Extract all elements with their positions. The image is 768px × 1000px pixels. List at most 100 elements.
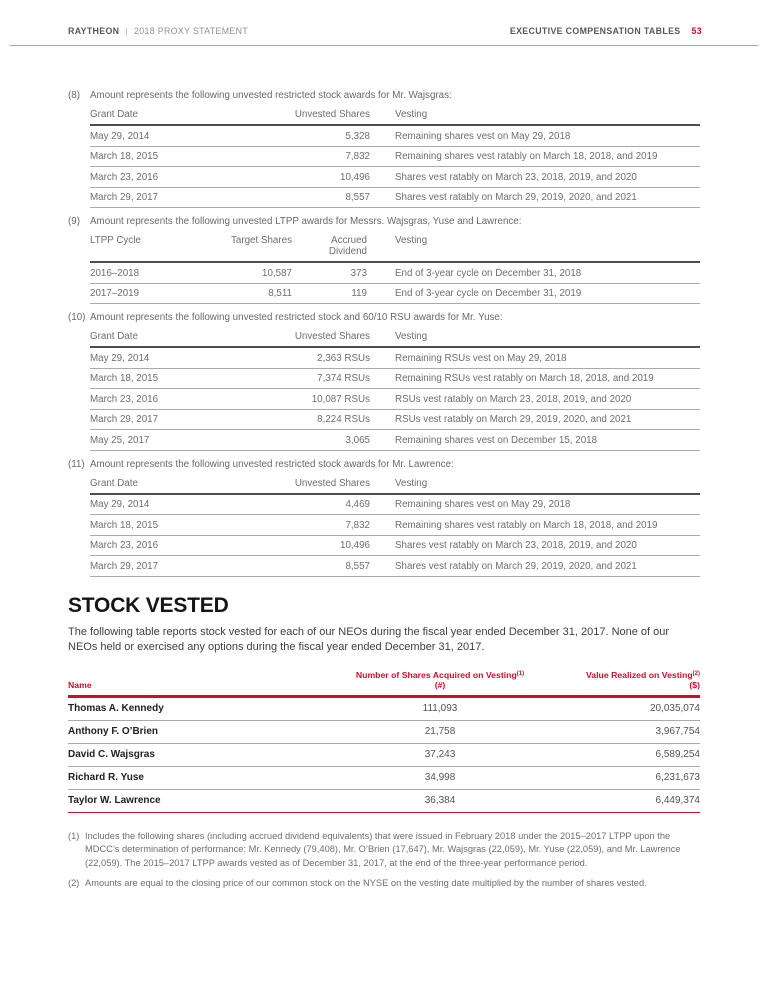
shares-acquired-value: 111,093 (422, 703, 458, 714)
table-cell: 3,065 (345, 434, 370, 446)
footnote-number: (2) (68, 878, 80, 888)
header-right: EXECUTIVE COMPENSATION TABLES 53 (510, 26, 702, 36)
section-intro: The following table reports stock vested… (68, 625, 670, 653)
table-row: 2016–2018 10,587 373 End of 3-year cycle on… (90, 263, 700, 284)
footnote-table: Grant Date Unvested Shares Vesting May 29, … (90, 107, 700, 208)
table-row: Richard R. Yuse 34,998 6,231,673 (68, 767, 700, 790)
table-row: May 25, 2017 3,065 Remaining shares vest o… (90, 430, 700, 451)
table-cell: March 18, 2015 (90, 373, 159, 384)
table-cell: March 18, 2015 (90, 151, 159, 162)
col-header-value-unit: ($) (689, 680, 700, 690)
table-cell: Remaining shares vest on May 29, 2018 (395, 499, 571, 510)
brand-name: RAYTHEON (68, 26, 120, 36)
table-row: March 18, 2015 7,374 RSUs Remaining RSUs v… (90, 369, 700, 389)
stock-vested-table-header: Name Number of Shares Acquired on Vestin… (68, 669, 700, 698)
footnote-section: (10) Amount represents the following unve… (68, 312, 700, 451)
table-cell: 8,511 (268, 288, 292, 299)
table-cell: May 29, 2014 (90, 499, 150, 510)
table-row: Anthony F. O’Brien 21,758 3,967,754 (68, 721, 700, 744)
table-row: March 18, 2015 7,832 Remaining shares vest… (90, 515, 700, 536)
footnote-tables-block: (8) Amount represents the following unves… (68, 90, 700, 577)
header-rule (10, 45, 758, 46)
column-header: Unvested Shares (294, 331, 370, 342)
table-cell: May 29, 2014 (90, 352, 150, 364)
footnote-text: Includes the following shares (including… (85, 830, 681, 868)
footnote: (1) Includes the following shares (includ… (68, 830, 700, 871)
table-cell: March 29, 2017 (90, 560, 159, 572)
table-cell: 10,496 (340, 171, 370, 183)
table-cell: Remaining shares vest on May 29, 2018 (395, 130, 571, 142)
table-row: Taylor W. Lawrence 36,384 6,449,374 (68, 790, 700, 813)
table-cell: May 29, 2014 (90, 130, 150, 142)
page-number: 53 (691, 26, 702, 36)
footnote-number: (1) (68, 830, 80, 841)
table-cell: Shares vest ratably on March 29, 2019, 2… (395, 560, 637, 572)
table-cell: 2016–2018 (90, 267, 140, 279)
stock-vested-table: Name Number of Shares Acquired on Vestin… (68, 669, 700, 813)
column-header: Vesting (395, 235, 428, 246)
table-row: March 23, 2016 10,496 Shares vest ratably … (90, 167, 700, 188)
table-cell: March 23, 2016 (90, 171, 159, 183)
footnote-table: Grant Date Unvested Shares Vesting May 29, … (90, 476, 700, 577)
table-cell: Remaining RSUs vest on May 29, 2018 (395, 352, 567, 364)
value-realized-value: 3,967,754 (655, 726, 701, 737)
table-cell: 7,832 (345, 519, 370, 531)
table-header-row: Grant Date Unvested Shares Vesting (90, 329, 700, 348)
table-row: 2017–2019 8,511 119 End of 3-year cycle on … (90, 284, 700, 304)
table-cell: 4,469 (345, 499, 370, 510)
footnote-table: LTPP Cycle Target Shares Accrued Dividend V… (90, 233, 700, 304)
table-header-row: Grant Date Unvested Shares Vesting (90, 476, 700, 495)
footnote-section: (9) Amount represents the following unves… (68, 216, 700, 304)
value-realized-value: 6,589,254 (655, 749, 701, 760)
table-cell: March 29, 2017 (90, 192, 159, 203)
table-cell: March 18, 2015 (90, 519, 159, 531)
content: (8) Amount represents the following unves… (68, 90, 700, 898)
value-realized-value: 6,449,374 (655, 795, 701, 806)
shares-acquired-value: 34,998 (424, 772, 456, 783)
col-header-value: Value Realized on Vesting(2) ($) (558, 669, 700, 691)
table-cell: RSUs vest ratably on March 29, 2019, 202… (395, 414, 632, 425)
table-cell: 2,363 RSUs (317, 352, 370, 364)
header-separator: | (125, 26, 128, 36)
stock-vested-section: STOCK VESTED The following table reports… (68, 594, 700, 891)
shares-acquired-value: 37,243 (424, 749, 456, 760)
neo-name: Thomas A. Kennedy (68, 703, 164, 714)
table-cell: Shares vest ratably on March 23, 2018, 2… (395, 540, 637, 551)
page-header: RAYTHEON | 2018 PROXY STATEMENT EXECUTIVE … (68, 26, 702, 36)
table-header-row: Grant Date Unvested Shares Vesting (90, 107, 700, 126)
table-cell: May 25, 2017 (90, 434, 150, 446)
table-header-row: LTPP Cycle Target Shares Accrued Dividend V… (90, 233, 700, 263)
doc-title: 2018 PROXY STATEMENT (134, 26, 249, 36)
footnote-intro-text: Amount represents the following unvested… (90, 216, 522, 227)
column-header: Grant Date (90, 331, 138, 342)
footnote-table: Grant Date Unvested Shares Vesting May 29, … (90, 329, 700, 451)
footnote-section: (8) Amount represents the following unves… (68, 90, 700, 208)
table-cell: 8,557 (345, 192, 370, 203)
stock-vested-table-body: Thomas A. Kennedy 111,093 20,035,074 Anthon… (68, 698, 700, 813)
table-cell: End of 3-year cycle on December 31, 2018 (395, 267, 582, 279)
value-realized-value: 20,035,074 (649, 703, 700, 714)
column-header: Target Shares (231, 235, 292, 246)
neo-name: Taylor W. Lawrence (68, 795, 161, 806)
table-row: May 29, 2014 5,328 Remaining shares vest o… (90, 126, 700, 147)
column-header: LTPP Cycle (90, 235, 141, 246)
table-cell: 373 (350, 267, 367, 279)
table-cell: March 23, 2016 (90, 393, 159, 405)
table-cell: 119 (351, 288, 367, 299)
col-header-shares-text: Number of Shares Acquired on Vesting (355, 669, 517, 680)
table-cell: 5,328 (345, 130, 370, 142)
table-cell: Remaining RSUs vest ratably on March 18,… (395, 373, 654, 384)
table-cell: 10,496 (340, 540, 370, 551)
footnote-section: (11) Amount represents the following unve… (68, 459, 700, 577)
table-row: March 23, 2016 10,087 RSUs RSUs vest ratab… (90, 389, 700, 410)
neo-name: Richard R. Yuse (68, 772, 144, 783)
table-row: Thomas A. Kennedy 111,093 20,035,074 (68, 698, 700, 721)
column-header: Grant Date (90, 109, 138, 120)
column-header: Grant Date (90, 477, 138, 489)
footnote-number: (9) (68, 216, 80, 227)
table-row: March 23, 2016 10,496 Shares vest ratably … (90, 536, 700, 556)
footnote-text: Amounts are equal to the closing price o… (85, 878, 647, 888)
footnote-ref-1: (1) (516, 670, 525, 677)
table-cell: 2017–2019 (90, 288, 140, 299)
